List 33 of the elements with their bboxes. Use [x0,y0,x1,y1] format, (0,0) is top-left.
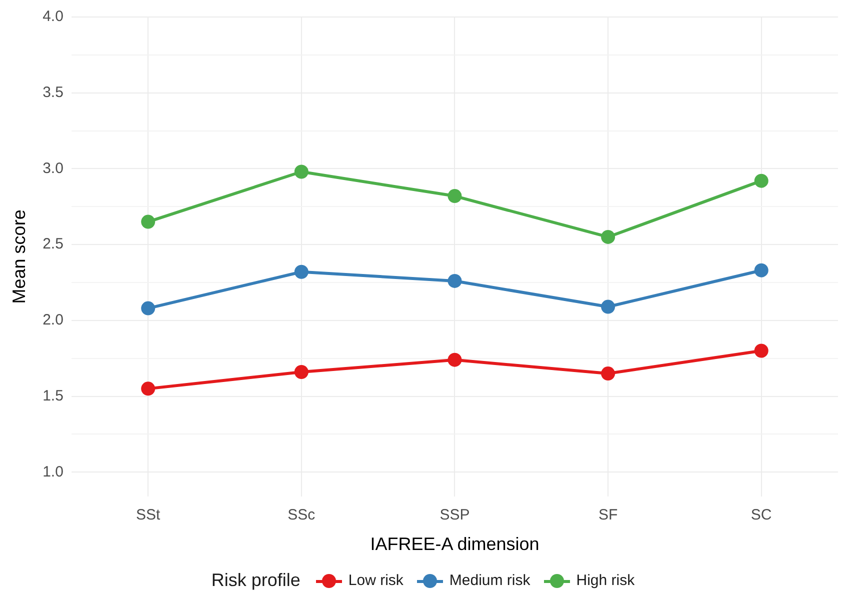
x-axis-title: IAFREE-A dimension [370,534,540,554]
point [141,382,156,396]
point [448,189,462,204]
y-tick-label: 4.0 [42,8,64,26]
point [754,263,768,278]
x-tick-label: SF [598,506,618,524]
y-tick-label: 2.5 [42,236,64,253]
y-tick-label: 1.5 [42,387,64,404]
x-tick-label: SC [750,506,772,524]
y-tick-label: 3.0 [42,160,64,177]
point [141,301,156,316]
point [294,365,308,379]
y-axis-title: Mean score [8,210,29,304]
legend-label: High risk [576,572,635,589]
point [754,174,768,188]
point [601,230,616,244]
legend-title: Risk profile [211,570,300,591]
point [754,344,768,358]
point [141,214,156,229]
point [294,164,308,179]
point [448,274,462,288]
point [448,352,462,367]
x-tick-label: SSP [440,506,470,524]
y-tick-label: 2.0 [42,312,64,329]
point [601,366,616,381]
point [601,300,616,314]
x-tick-label: SSt [136,506,162,524]
y-tick-label: 1.0 [42,463,64,480]
y-tick-label: 3.5 [42,84,64,101]
legend-label: Low risk [348,572,404,589]
point [294,264,308,279]
x-tick-label: SSc [288,506,316,524]
legend-label: Medium risk [449,572,530,589]
